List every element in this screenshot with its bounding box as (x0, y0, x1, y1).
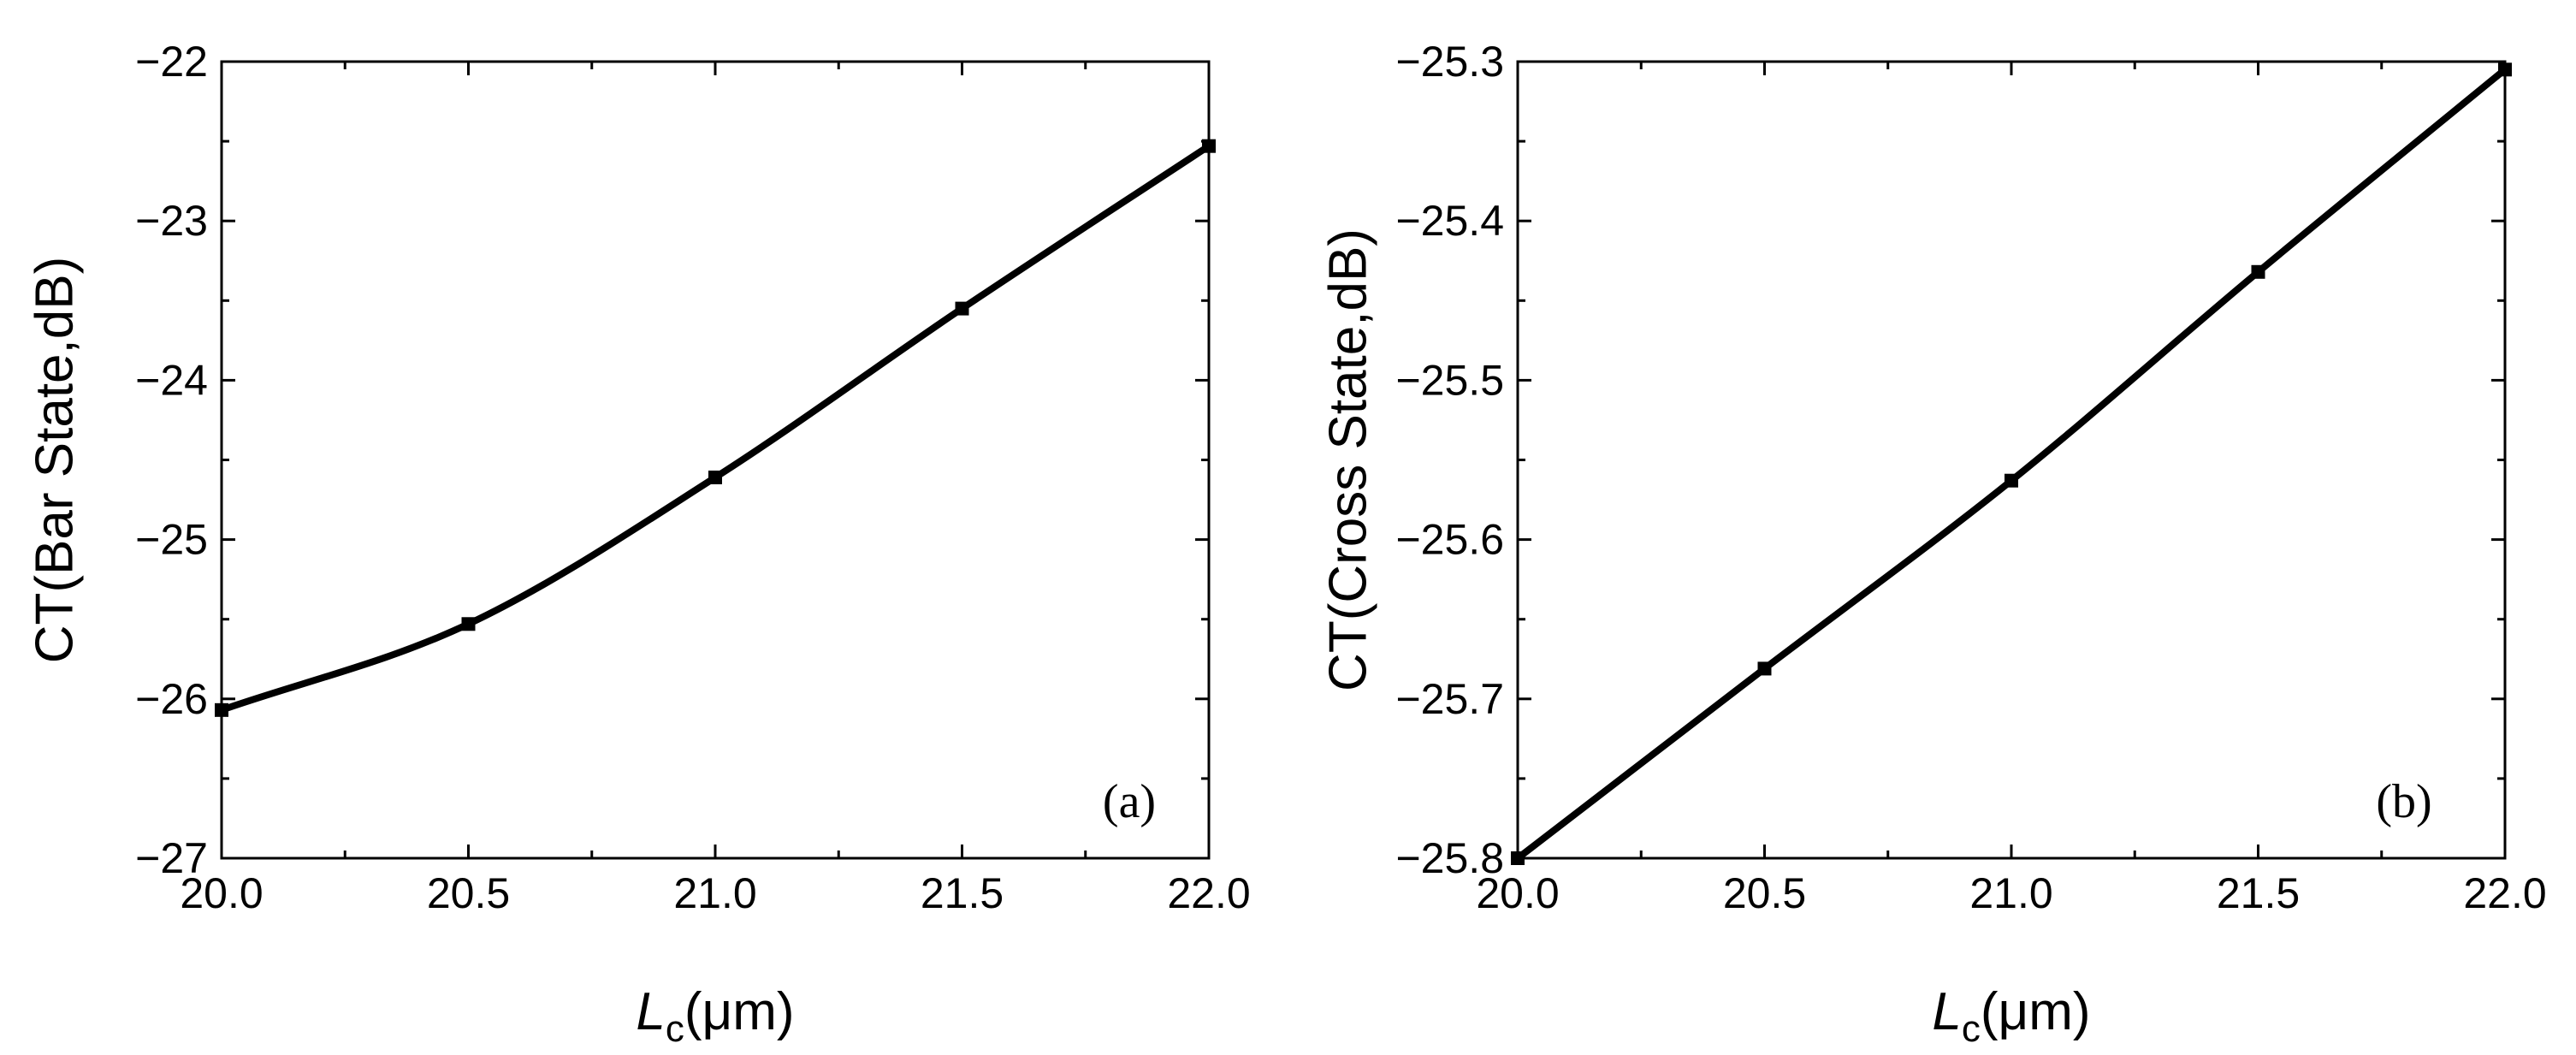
y-tick-label: −22 (135, 38, 208, 86)
plot-frame (220, 60, 1211, 860)
y-tick-label: −25.7 (1395, 675, 1504, 723)
x-axis-label: Lc(μm) (1932, 982, 2090, 1050)
panel-label: (b) (2376, 775, 2431, 828)
y-tick-label: −23 (135, 197, 208, 245)
data-point-marker (215, 702, 228, 717)
x-axis-label-unit: (μm) (1981, 982, 2091, 1041)
data-point-marker (1757, 661, 1772, 676)
panel-a: 20.0 20.5 21.0 21.5 22.0 −27 −26 −25 −24 −23 −22 Lc… (25, 38, 1250, 1050)
y-tick-label: −25.5 (1395, 356, 1504, 404)
x-axis-label-unit: (μm) (684, 982, 795, 1041)
x-tick-label: 20.5 (1723, 869, 1806, 917)
data-point-marker (2498, 62, 2512, 77)
x-tick-label: 22.0 (1167, 869, 1250, 917)
panel-b: 20.0 20.5 21.0 21.5 22.0 −25.8 −25.7 −25.6 −25.5… (1318, 38, 2546, 1050)
data-point-marker (461, 617, 476, 631)
x-tick-label: 20.0 (180, 869, 263, 917)
y-tick-label: −24 (135, 356, 208, 404)
data-point-marker (708, 470, 722, 484)
panel-label: (a) (1103, 775, 1156, 828)
data-point-marker (2251, 264, 2265, 279)
x-axis-label-subscript: c (1962, 1008, 1981, 1050)
y-tick-label: −25 (135, 516, 208, 564)
x-tick-label: 20.5 (427, 869, 510, 917)
series-line (220, 143, 1211, 714)
y-tick-label: −25.4 (1395, 197, 1504, 245)
x-tick-label: 22.0 (2463, 869, 2546, 917)
y-tick-label: −27 (135, 834, 208, 882)
data-point-marker (1202, 139, 1216, 153)
y-tick-label: −25.8 (1395, 834, 1504, 882)
x-tick-label: 21.0 (1969, 869, 2052, 917)
data-point-marker (1511, 851, 1525, 865)
x-axis-label: Lc(μm) (636, 982, 794, 1050)
x-axis-label-main: L (636, 982, 665, 1041)
x-tick-label: 20.0 (1476, 869, 1559, 917)
y-axis-label: CT(Bar State,dB) (25, 257, 84, 663)
x-axis-label-main: L (1932, 982, 1961, 1041)
data-point-marker (2005, 473, 2018, 488)
x-tick-label: 21.5 (921, 869, 1004, 917)
y-tick-label: −25.3 (1395, 38, 1504, 86)
y-tick-label: −25.6 (1395, 516, 1504, 564)
y-axis-label: CT(Cross State,dB) (1318, 228, 1377, 691)
x-tick-label: 21.5 (2217, 869, 2300, 917)
x-axis-label-subscript: c (666, 1008, 684, 1050)
series-line (1515, 67, 2508, 862)
y-tick-label: −26 (135, 675, 208, 723)
data-point-marker (955, 301, 969, 316)
x-tick-label: 21.0 (673, 869, 756, 917)
plot-frame (1516, 60, 2507, 860)
